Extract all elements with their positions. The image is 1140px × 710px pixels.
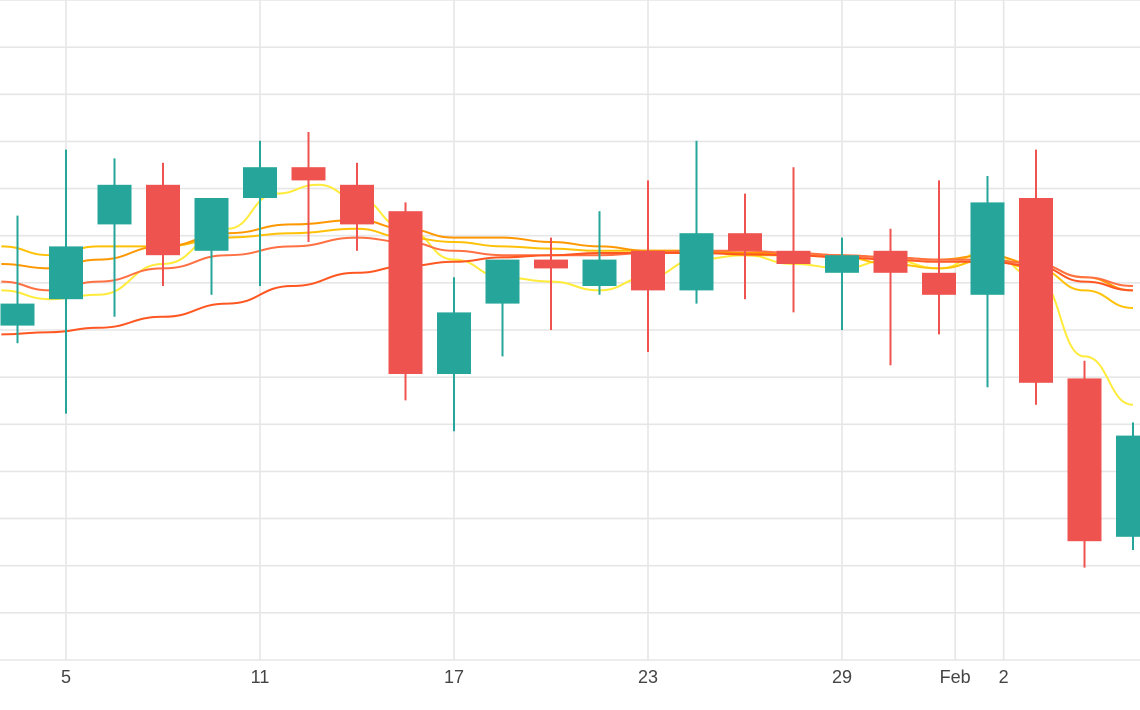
candle-body bbox=[922, 272, 956, 295]
x-axis-tick-labels: 5 11 17 23 29 Feb 2 bbox=[61, 667, 1009, 687]
candle-down bbox=[776, 167, 811, 313]
candle-up bbox=[49, 149, 83, 414]
candle-up bbox=[1116, 422, 1140, 550]
candle-down bbox=[873, 228, 908, 366]
x-tick-label: 23 bbox=[638, 667, 658, 687]
x-tick-label: Feb bbox=[940, 667, 971, 687]
x-tick-label: 29 bbox=[832, 667, 852, 687]
candlestick-series bbox=[0, 132, 1140, 568]
moving-average-line-5 bbox=[1, 252, 1134, 336]
candle-down bbox=[340, 162, 374, 251]
candle-up bbox=[825, 237, 859, 330]
candle-body bbox=[534, 259, 568, 269]
x-tick-label: 5 bbox=[61, 667, 71, 687]
candle-down bbox=[1019, 149, 1053, 405]
candle-body bbox=[0, 303, 35, 326]
candle-down bbox=[388, 202, 423, 401]
candle-up bbox=[582, 211, 617, 295]
moving-average-line-4 bbox=[1, 236, 1134, 292]
candle-up bbox=[970, 176, 1005, 388]
candle-body bbox=[825, 255, 859, 273]
candle-body bbox=[1116, 435, 1140, 537]
x-tick-label: 11 bbox=[251, 667, 270, 687]
candle-body bbox=[243, 167, 277, 198]
candle-up bbox=[437, 277, 471, 432]
candle-body bbox=[776, 250, 811, 264]
candle-body bbox=[291, 167, 326, 181]
candle-body bbox=[340, 184, 374, 225]
candle-body bbox=[49, 246, 83, 300]
candle-body bbox=[388, 211, 423, 374]
candle-body bbox=[970, 202, 1005, 295]
candle-body bbox=[437, 312, 471, 374]
candle-down bbox=[146, 162, 180, 286]
candle-up bbox=[485, 259, 520, 357]
candle-body bbox=[97, 184, 132, 225]
candle-body bbox=[728, 233, 762, 251]
candle-up bbox=[0, 215, 35, 344]
candle-down bbox=[534, 237, 568, 330]
candle-body bbox=[1067, 378, 1102, 542]
candle-up bbox=[679, 140, 714, 304]
candle-body bbox=[582, 259, 617, 286]
candle-up bbox=[194, 198, 229, 295]
candle-body bbox=[1019, 198, 1053, 383]
candle-down bbox=[728, 193, 762, 300]
candle-down bbox=[291, 132, 326, 242]
candle-down bbox=[922, 180, 956, 335]
x-tick-label: 17 bbox=[444, 667, 464, 687]
candle-down bbox=[1067, 360, 1102, 568]
horizontal-gridlines bbox=[0, 0, 1140, 661]
candle-down bbox=[631, 180, 665, 352]
candle-up bbox=[243, 140, 277, 286]
candle-up bbox=[97, 158, 132, 317]
candle-body bbox=[679, 233, 714, 291]
x-tick-label: 2 bbox=[999, 667, 1009, 687]
candle-body bbox=[146, 184, 180, 256]
candle-body bbox=[485, 259, 520, 304]
candle-body bbox=[873, 250, 908, 273]
candle-body bbox=[194, 198, 229, 251]
candle-body bbox=[631, 250, 665, 291]
